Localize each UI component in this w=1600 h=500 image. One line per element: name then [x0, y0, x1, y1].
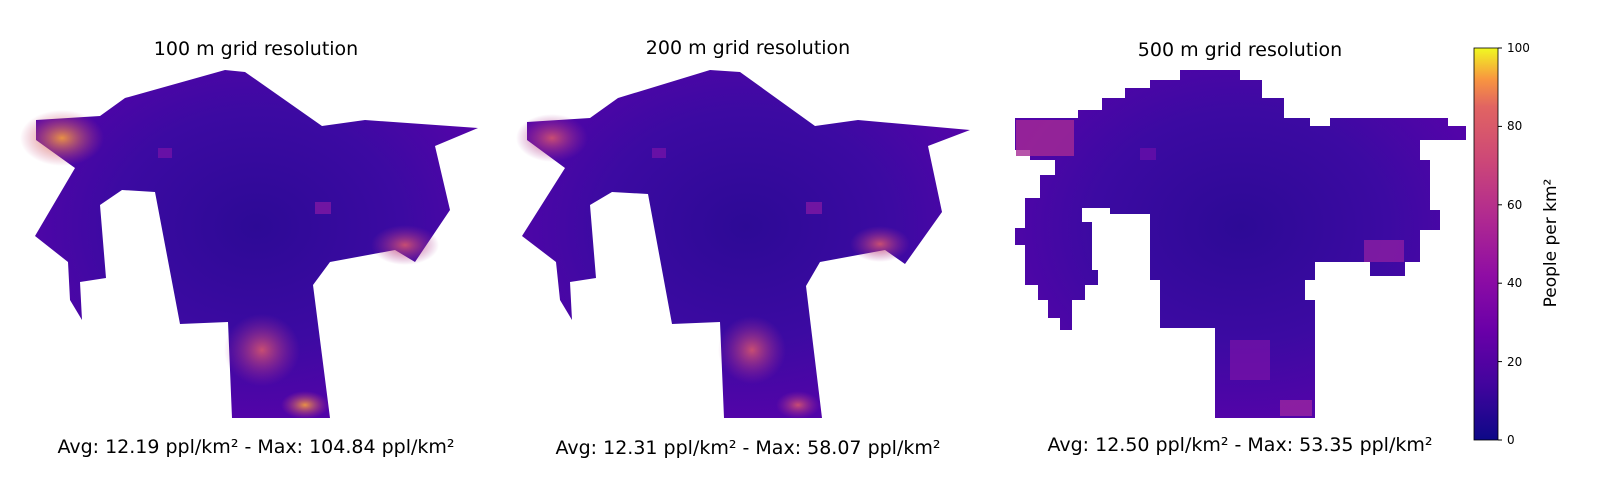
density-cell — [315, 202, 331, 214]
density-hotspot — [718, 316, 786, 384]
density-hotspot — [516, 114, 588, 162]
colorbar-tick-label: 40 — [1507, 276, 1523, 290]
density-hotspot — [850, 226, 910, 262]
colorbar-tick-label: 80 — [1507, 119, 1523, 133]
colorbar-gradient — [1473, 47, 1499, 441]
density-cell — [806, 202, 822, 214]
map-panel-200m — [516, 70, 970, 419]
density-cell — [1016, 120, 1074, 156]
map-panel-500m — [1015, 70, 1466, 418]
panel-1-title: 100 m grid resolution — [153, 38, 359, 60]
density-cell — [1230, 340, 1270, 380]
density-cell — [652, 148, 666, 158]
colorbar-tick-label: 60 — [1507, 198, 1523, 212]
density-hotspot — [281, 391, 329, 419]
density-hotspot — [224, 314, 300, 386]
colorbar-tick-label: 20 — [1507, 355, 1523, 369]
panel-1-stats: Avg: 12.19 ppl/km² - Max: 104.84 ppl/km² — [57, 436, 455, 458]
density-hotspot — [776, 391, 820, 419]
density-cell — [1140, 148, 1156, 160]
colorbar — [1473, 47, 1502, 441]
panel-2-stats: Avg: 12.31 ppl/km² - Max: 58.07 ppl/km² — [555, 437, 941, 459]
density-cell — [1364, 240, 1404, 262]
density-hotspot — [371, 225, 439, 265]
region-shape — [522, 70, 970, 418]
region-shape — [35, 70, 478, 418]
map-panel-100m — [20, 70, 478, 419]
panel-2-title: 200 m grid resolution — [645, 37, 851, 59]
density-cell — [158, 148, 172, 158]
colorbar-label: People per km² — [1541, 178, 1561, 308]
colorbar-tick-label: 100 — [1507, 41, 1530, 55]
colorbar-tick-label: 0 — [1507, 433, 1515, 447]
region-shape — [1015, 70, 1466, 418]
panel-3-stats: Avg: 12.50 ppl/km² - Max: 53.35 ppl/km² — [1047, 434, 1433, 456]
density-cell — [1280, 400, 1312, 416]
panel-3-title: 500 m grid resolution — [1137, 39, 1343, 61]
density-hotspot — [20, 110, 104, 166]
